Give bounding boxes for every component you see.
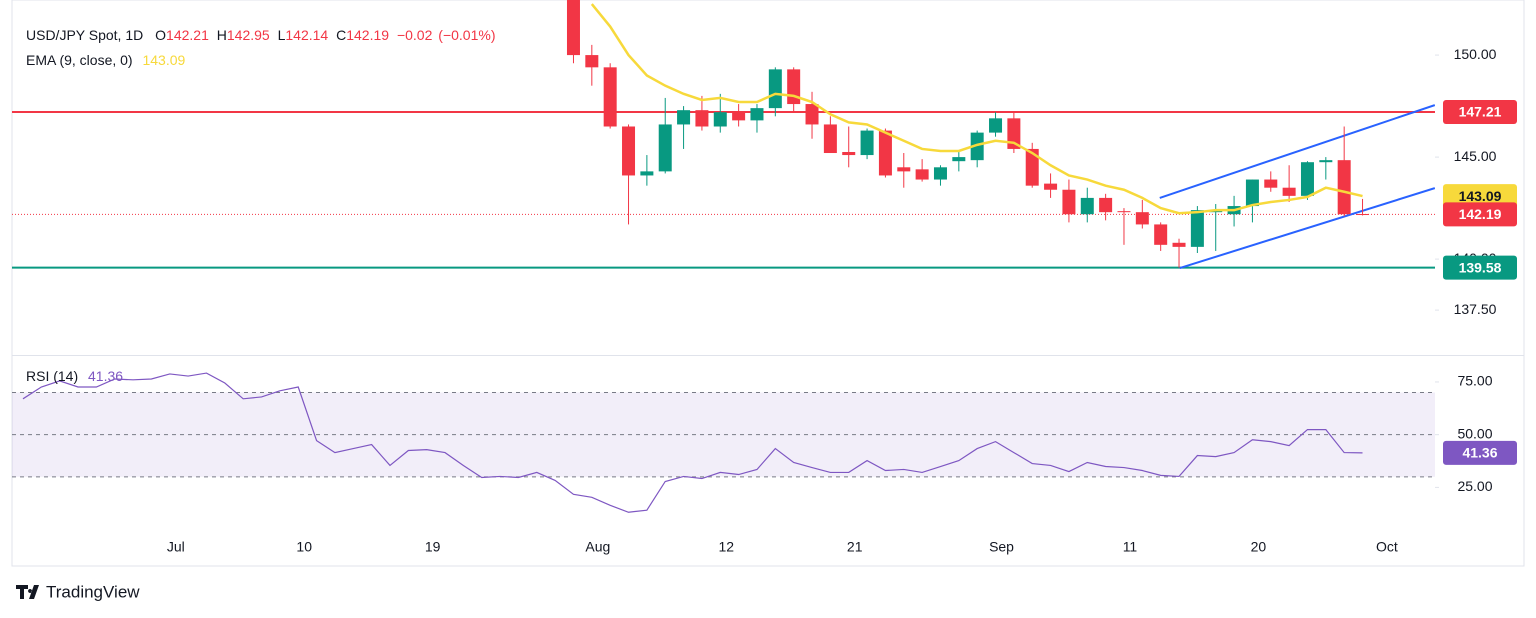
price-tag-box [1443, 184, 1517, 209]
candle-body [1172, 242, 1186, 247]
price-tag: 41.36 [1462, 445, 1497, 461]
candle-body [1062, 189, 1076, 215]
x-tick-label: Sep [989, 539, 1014, 555]
rsi-pane [12, 372, 1435, 513]
logo: TradingView [16, 582, 140, 601]
price-tag-box [1443, 100, 1517, 125]
candle-body [677, 110, 691, 125]
candle-body [1337, 160, 1351, 215]
x-tick-label: Aug [585, 539, 610, 555]
candle-body [1099, 197, 1113, 213]
candle-body [787, 69, 801, 105]
candle-body [640, 171, 654, 176]
candle-body [622, 126, 636, 176]
ema-legend: EMA (9, close, 0) 143.09 [26, 52, 186, 68]
candle-body [1044, 183, 1058, 190]
ema-value: 143.09 [142, 52, 185, 68]
candle-body [915, 169, 929, 180]
x-tick-label: 19 [425, 539, 441, 555]
ohlc-value: 142.21 [166, 27, 209, 43]
candle-body [603, 67, 617, 127]
price-tag: 147.21 [1459, 104, 1502, 120]
ohlc-value: 142.95 [227, 27, 270, 43]
price-tag-box [1443, 202, 1517, 227]
rsi-value: 41.36 [88, 368, 123, 384]
candle-body [768, 69, 782, 109]
candle-body [970, 132, 984, 161]
price-tag-box [1443, 440, 1517, 465]
ohlc-key: O [155, 27, 166, 43]
candle-body [1264, 179, 1278, 188]
rsi-name: RSI (14) [26, 368, 78, 384]
logo-icon [16, 585, 39, 599]
price-pane [12, 0, 1435, 270]
price-tags: 147.21 143.09 142.19 139.58 41.36 [1443, 100, 1517, 465]
frame [11, 0, 1525, 567]
candle-body [823, 124, 837, 154]
change: −0.02 [397, 27, 433, 43]
ema-name: EMA (9, close, 0) [26, 52, 133, 68]
candle-body [952, 157, 966, 162]
trend-line [1159, 104, 1435, 199]
candle-body [750, 108, 764, 121]
candle-body [1025, 148, 1039, 186]
x-tick-label: 21 [847, 539, 863, 555]
brand: TradingView [46, 582, 140, 601]
candle-body [1319, 160, 1333, 163]
price-tag-box [1443, 255, 1517, 280]
axes: 137.50140.00145.00150.0025.0050.0075.00J… [167, 46, 1497, 555]
x-tick-label: 20 [1251, 539, 1267, 555]
candle-body [1135, 212, 1149, 225]
ohlc-key: L [278, 27, 286, 43]
candle-body [933, 167, 947, 180]
candle-body [713, 112, 727, 127]
candle-body [1190, 210, 1204, 247]
header: USD/JPY Spot, 1D O142.21 H142.95 L142.14… [26, 27, 495, 43]
candle-body [566, 0, 580, 56]
price-tag: 143.09 [1459, 188, 1502, 204]
price-tag: 139.58 [1459, 259, 1502, 275]
price-tag: 142.19 [1459, 206, 1502, 222]
trend-line [1179, 187, 1435, 270]
ohlc-key: C [336, 27, 346, 43]
x-tick-label: 12 [718, 539, 734, 555]
candle-body [1117, 211, 1131, 213]
candle-body [897, 167, 911, 172]
candle-body [695, 110, 709, 127]
candle-body [989, 118, 1003, 133]
candle-body [658, 124, 672, 172]
x-tick-label: 11 [1123, 539, 1138, 555]
candle-body [1080, 197, 1094, 215]
y-tick-label: 137.50 [1454, 301, 1497, 317]
y-tick-label: 50.00 [1457, 425, 1492, 441]
x-tick-label: Jul [167, 539, 185, 555]
candle-body [1245, 179, 1259, 207]
y-tick-label: 150.00 [1454, 46, 1497, 62]
candle-body [732, 112, 746, 121]
ohlc-value: 142.14 [285, 27, 328, 43]
candle-body [1282, 187, 1296, 196]
candle-body [860, 130, 874, 156]
x-tick-label: 10 [296, 539, 312, 555]
rsi-legend: RSI (14) 41.36 [26, 368, 123, 384]
candle-body [585, 55, 599, 68]
ohlc-value: 142.19 [346, 27, 389, 43]
ohlc-key: H [217, 27, 227, 43]
rsi-line [22, 372, 1363, 513]
y-tick-label: 145.00 [1454, 148, 1497, 164]
ema-line [590, 3, 1363, 215]
candle-body [805, 104, 819, 125]
candle-body [1154, 224, 1168, 245]
change-percent: (−0.01%) [438, 27, 495, 43]
chart-title: USD/JPY Spot, 1D [26, 27, 143, 43]
candle-body [1300, 162, 1314, 196]
x-tick-label: Oct [1376, 539, 1398, 555]
candle-body [1356, 214, 1370, 216]
candle-body [878, 130, 892, 176]
y-tick-label: 25.00 [1457, 478, 1492, 494]
candle-body [842, 151, 856, 156]
y-tick-label: 75.00 [1457, 373, 1492, 389]
